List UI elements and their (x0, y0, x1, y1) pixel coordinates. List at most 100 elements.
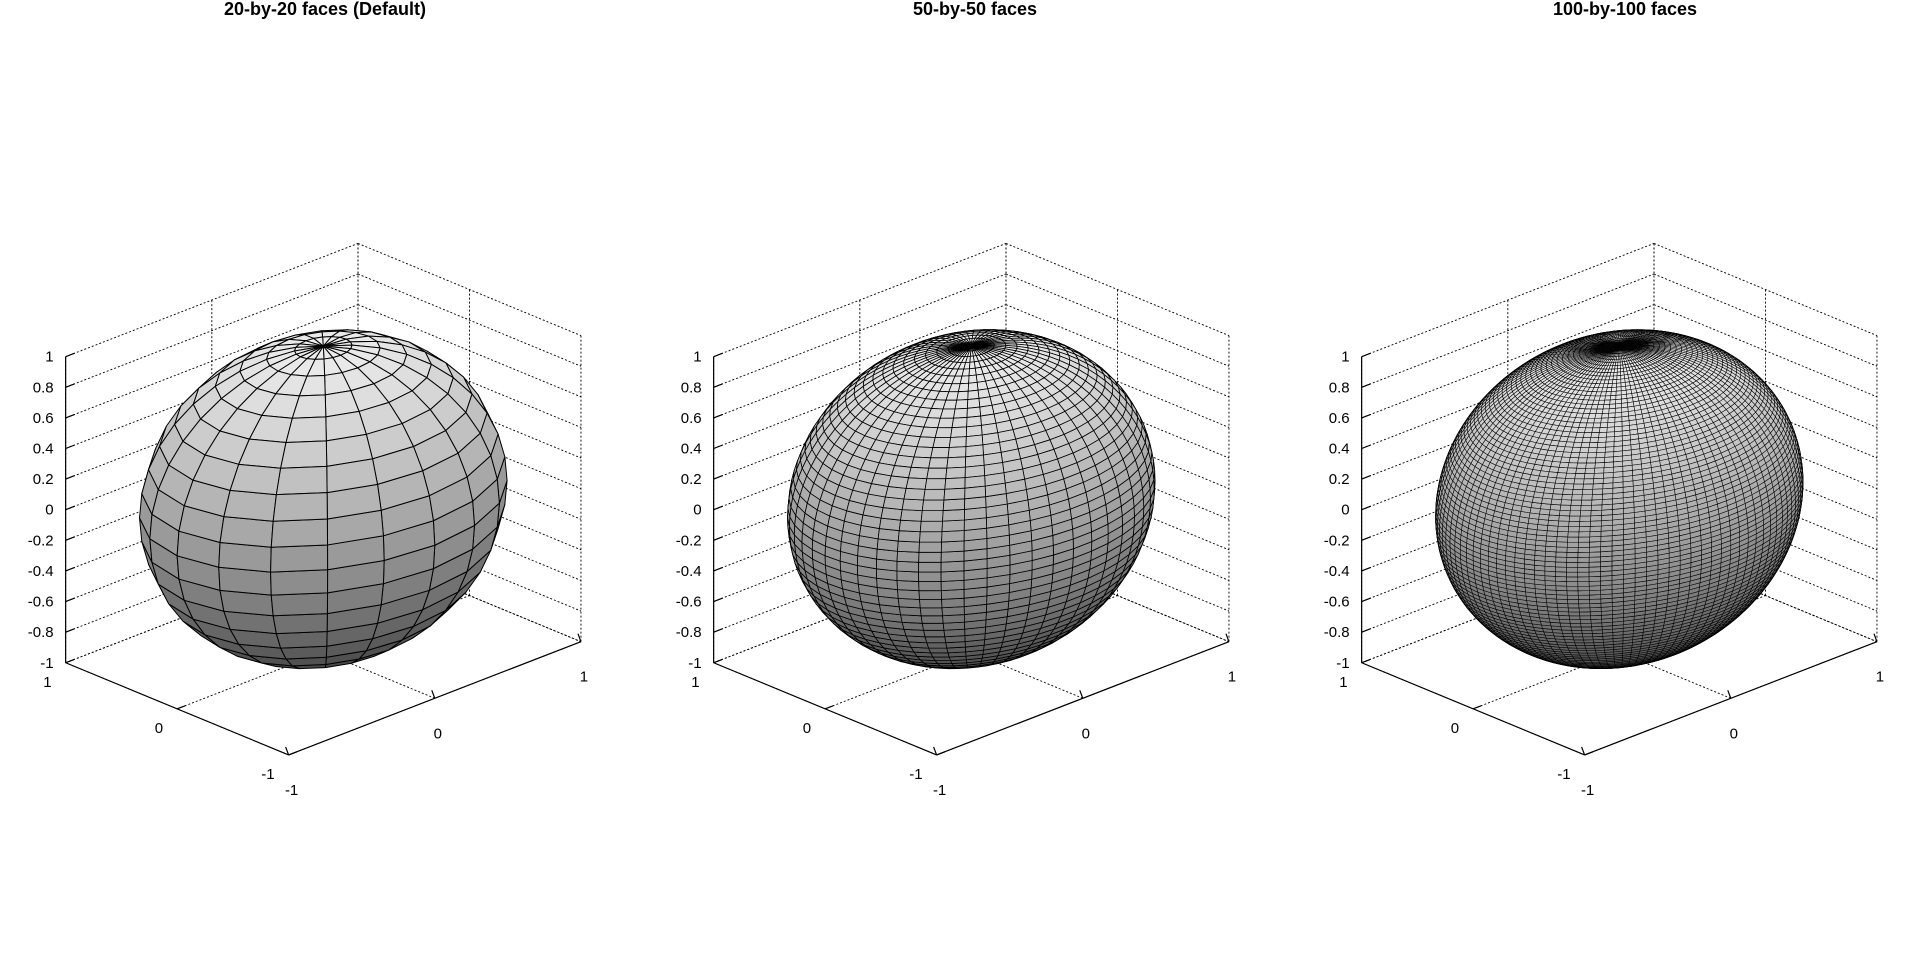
subplot-100-by-100: 100-by-100 faces -1-0.8-0.6-0.4-0.200.20… (1324, 0, 1884, 799)
surface-face (1582, 636, 1594, 641)
x-tick-label: -1 (1581, 782, 1594, 799)
z-tick-label: 1 (693, 349, 701, 366)
z-tick-label: 0.4 (681, 441, 702, 458)
surface-face (905, 477, 928, 490)
surface-face (954, 399, 969, 410)
y-tick-label: 0 (155, 720, 163, 737)
surface-face (941, 597, 965, 609)
y-tick-label: 1 (1339, 674, 1347, 691)
surface-face (967, 398, 981, 409)
y-tick-label: -1 (1557, 766, 1570, 783)
surface-face (932, 437, 952, 448)
surface-face (897, 540, 920, 553)
surface-face (969, 361, 976, 370)
y-tick-mark (1361, 659, 1370, 664)
surface-face (968, 374, 978, 384)
z-tick-label: 0.2 (33, 471, 54, 488)
z-tick-label: -1 (40, 655, 53, 672)
surface-face (918, 571, 942, 582)
surface-face (1618, 348, 1620, 352)
x-tick-label: -1 (285, 782, 298, 799)
z-tick-mark (713, 628, 723, 633)
surface-face (916, 436, 936, 448)
surface-face (947, 446, 967, 459)
surface-face (280, 440, 328, 469)
surface-face (923, 488, 946, 501)
y-tick-mark (824, 705, 834, 710)
z-tick-mark (1361, 597, 1371, 603)
z-tick-label: -0.8 (676, 624, 702, 641)
surface-face (964, 485, 987, 500)
y-tick-mark (288, 751, 297, 756)
z-tick-label: 0 (45, 502, 53, 519)
surface-face (903, 487, 926, 501)
subplot-title: 50-by-50 faces (913, 0, 1037, 19)
z-tick-mark (713, 413, 723, 419)
surface-face (967, 389, 980, 400)
surface-face (900, 509, 923, 522)
x-tick-mark (285, 746, 290, 756)
surface-face (959, 375, 970, 385)
surface-face (219, 516, 274, 548)
z-tick-label: 0.2 (1329, 471, 1350, 488)
surface-face (940, 540, 965, 553)
surface-face (270, 592, 329, 617)
z-tick-mark (713, 505, 723, 511)
surface-face (930, 652, 950, 658)
x-tick-mark (1727, 690, 1732, 699)
x-tick-mark (933, 746, 938, 756)
surface-face (926, 467, 948, 480)
subplot-title: 100-by-100 faces (1553, 0, 1697, 19)
surface-face (919, 426, 939, 438)
y-tick-label: 1 (691, 674, 699, 691)
z-gridline (713, 273, 1007, 388)
surface-face (944, 477, 966, 490)
x-tick-label: 0 (1730, 725, 1738, 742)
z-tick-mark (713, 444, 723, 450)
surface-face (956, 390, 969, 401)
z-tick-mark (1361, 383, 1371, 388)
sphere-surface (1435, 329, 1804, 670)
surface-face (919, 531, 943, 543)
surface-face (270, 569, 329, 596)
surface-face (272, 613, 328, 635)
surface-face (918, 541, 942, 553)
surface-face (918, 590, 942, 600)
surface-face (939, 408, 956, 419)
z-tick-label: 0.6 (681, 410, 702, 427)
surface-face (1574, 642, 1586, 646)
surface-face (919, 520, 943, 533)
surface-face (896, 570, 920, 582)
surface-face (923, 629, 946, 638)
z-tick-label: 0.8 (681, 379, 702, 396)
surface-face (896, 550, 920, 563)
z-tick-mark (713, 352, 723, 358)
x-tick-mark (577, 633, 582, 642)
surface-face (898, 519, 922, 533)
z-tick-mark (713, 536, 723, 541)
surface-face (932, 656, 952, 662)
z-tick-mark (65, 536, 75, 541)
y-tick-label: 0 (803, 720, 811, 737)
surface-face (897, 589, 920, 600)
sphere-surface (139, 329, 508, 670)
surface-face (896, 560, 920, 573)
z-tick-mark (1361, 413, 1371, 419)
surface-face (223, 489, 277, 522)
surface-face (898, 606, 922, 617)
surface-face (1618, 350, 1620, 354)
z-tick-label: 0.4 (1329, 441, 1350, 458)
y-tick-mark (936, 751, 945, 756)
surface-face (937, 417, 954, 429)
surface-face (272, 492, 328, 522)
surface-face (1575, 645, 1586, 649)
surface-face (229, 463, 282, 496)
z-tick-mark (65, 566, 75, 572)
z-tick-label: -0.6 (676, 594, 702, 611)
x-tick-label: 1 (1228, 669, 1236, 686)
z-tick-label: -0.8 (28, 624, 54, 641)
surface-face (285, 416, 327, 444)
surface-face (940, 570, 965, 582)
z-tick-mark (1361, 536, 1371, 541)
